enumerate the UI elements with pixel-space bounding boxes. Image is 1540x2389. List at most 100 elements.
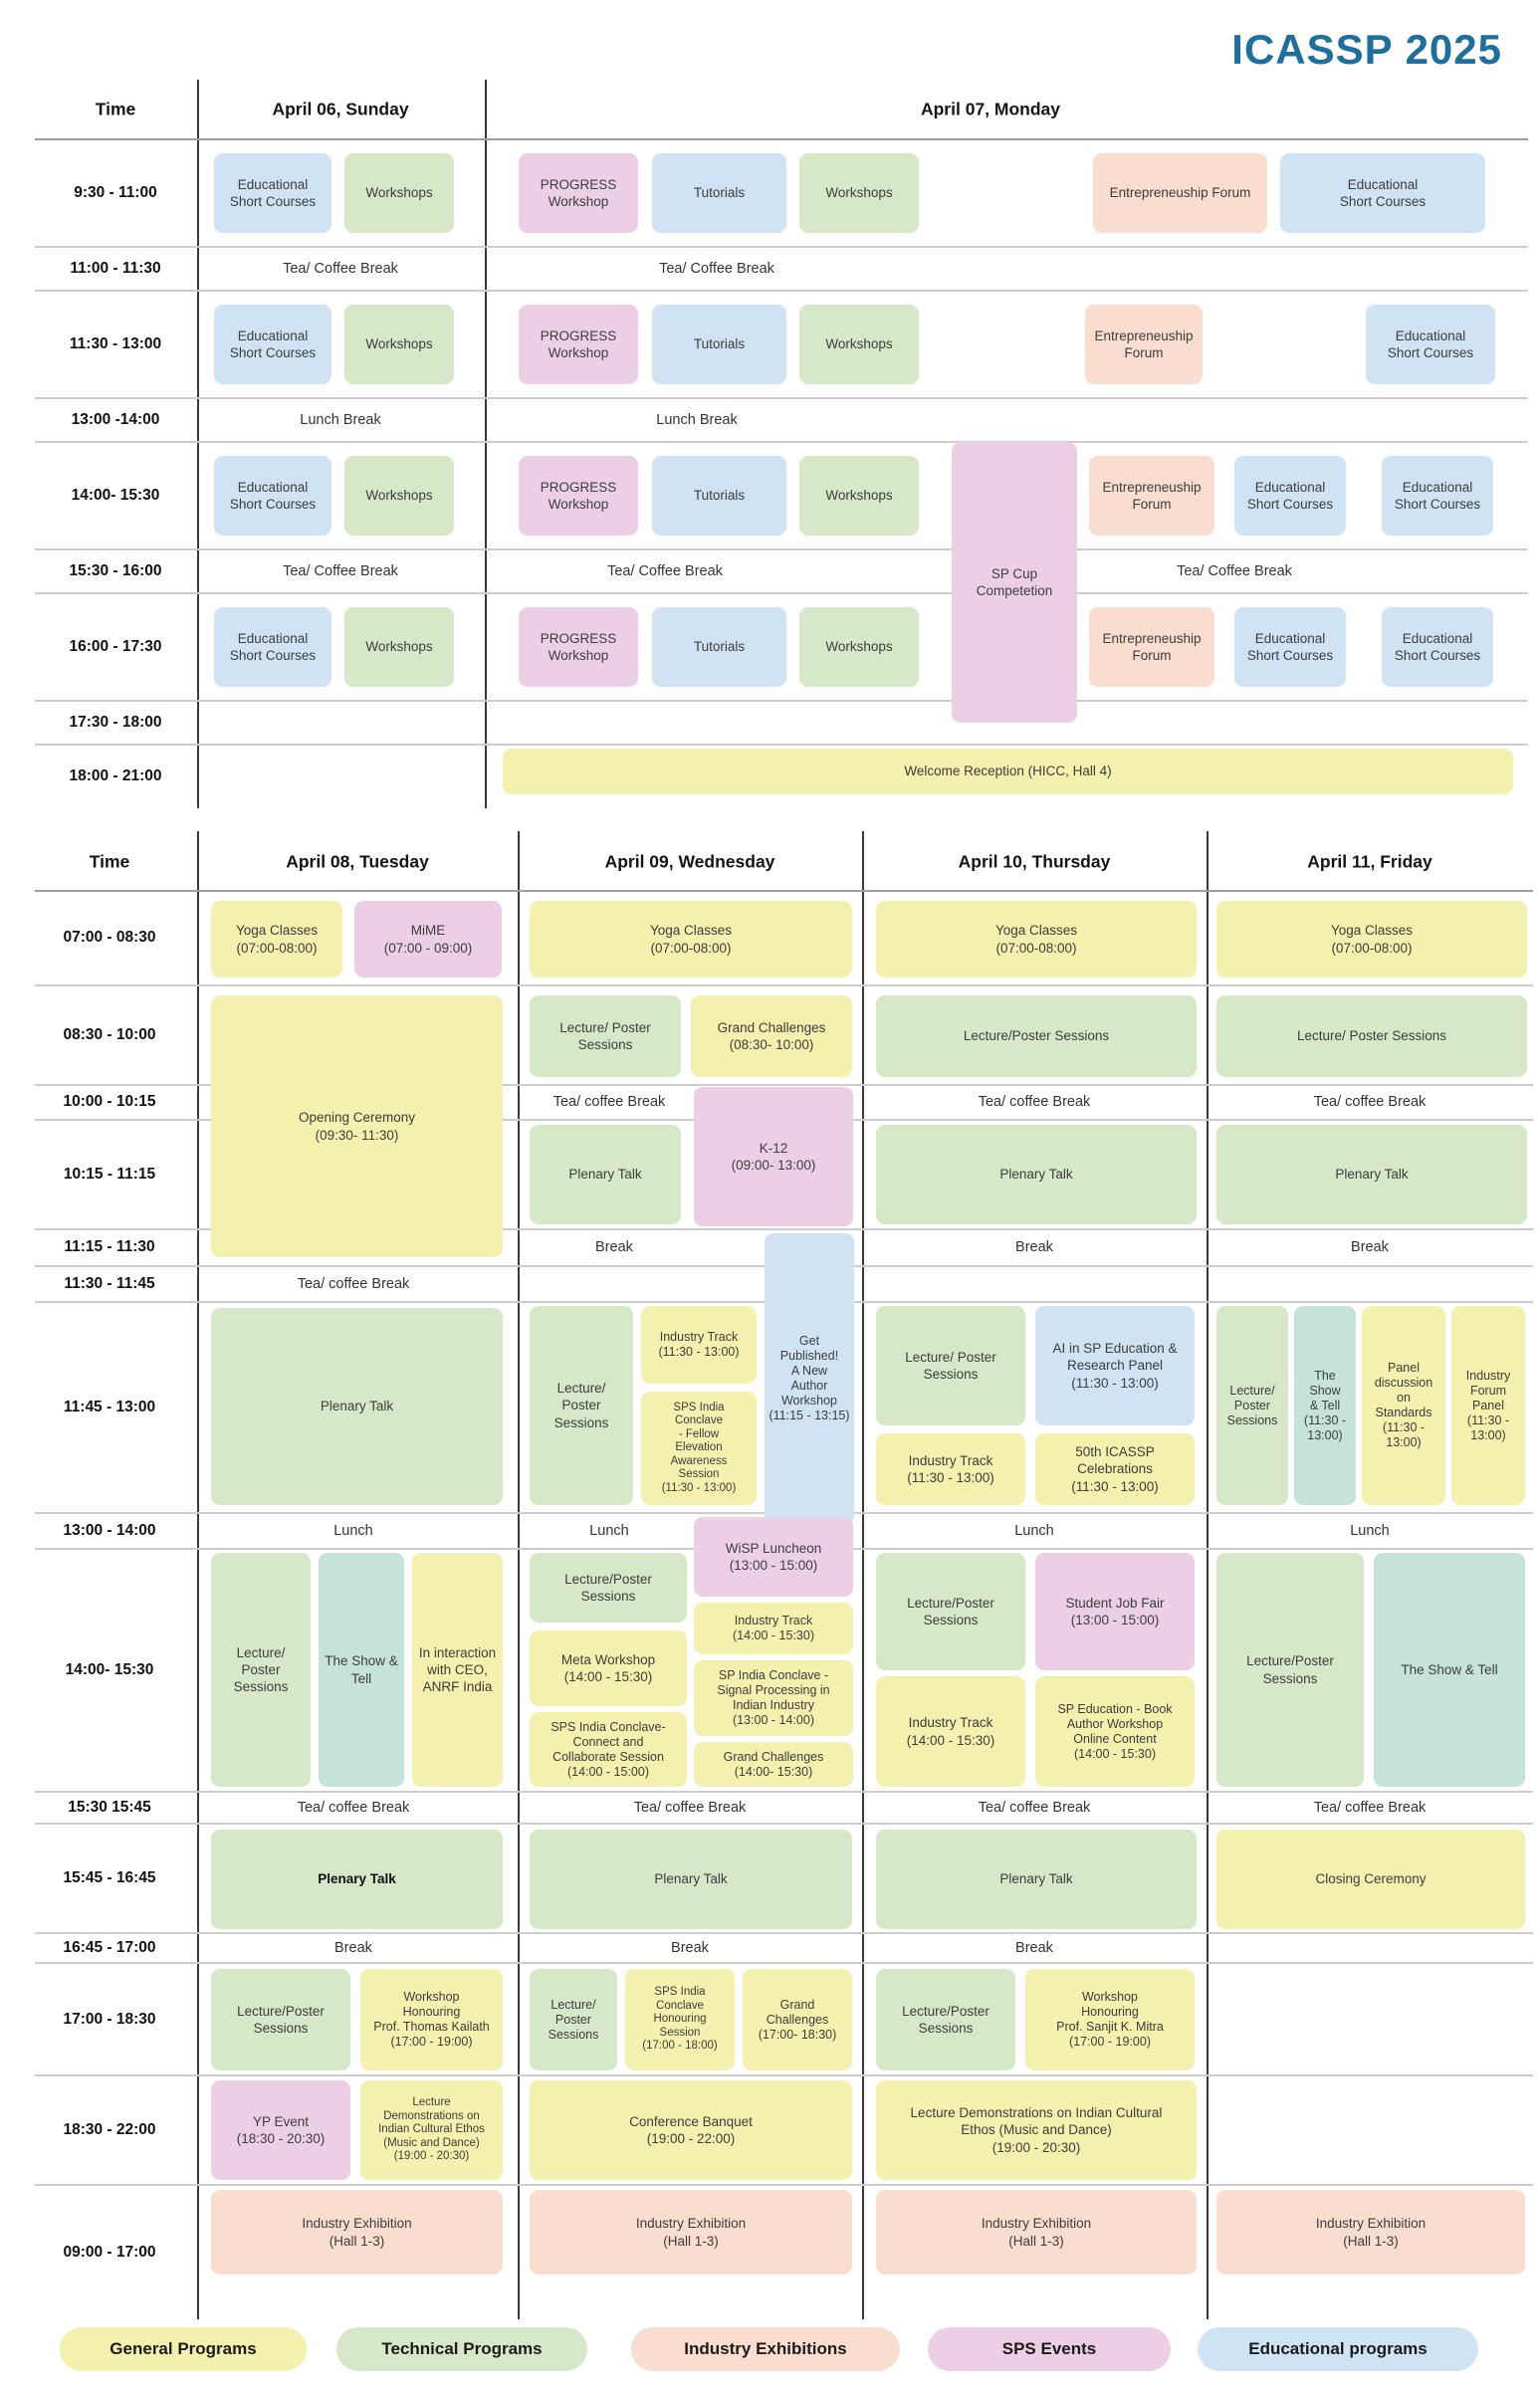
column-divider	[485, 80, 487, 808]
column-divider	[1207, 831, 1209, 2319]
cell-fri-plenary-talk: Plenary Talk	[1216, 1125, 1527, 1224]
cell-mon-progress-workshop: PROGRESS Workshop	[519, 456, 638, 536]
t1-time-r6: 15:30 - 16:00	[69, 562, 162, 579]
row-divider	[35, 2184, 1533, 2186]
t2-time-r14: 18:30 - 22:00	[63, 2121, 156, 2138]
cell-sun-workshops: Workshops	[344, 305, 454, 384]
cell-wed-sps-connect-collaborate: SPS India Conclave- Connect and Collabor…	[530, 1712, 687, 1787]
t2-thu-lunch: Lunch	[1014, 1523, 1054, 1539]
cell-wed-sps-honouring-session: SPS India Conclave Honouring Session (17…	[625, 1969, 735, 2070]
cell-mon-entrepreneurship-forum: Entrepreneuship Forum	[1085, 305, 1203, 384]
cell-wed-meta-workshop: Meta Workshop (14:00 - 15:30)	[530, 1630, 687, 1706]
t2-time-r4: 10:15 - 11:15	[63, 1166, 156, 1183]
t2-tue-tea-break: Tea/ coffee Break	[297, 1800, 410, 1816]
cell-sun-workshops: Workshops	[344, 456, 454, 536]
cell-mon-workshops: Workshops	[799, 305, 919, 384]
cell-thu-plenary-talk: Plenary Talk	[876, 1830, 1197, 1929]
cell-wed-lecture-poster: Lecture/Poster Sessions	[530, 1553, 687, 1623]
t2-time-r8: 13:00 - 14:00	[63, 1522, 156, 1539]
cell-tue-lecture-demonstrations: Lecture Demonstrations on Indian Cultura…	[360, 2080, 503, 2180]
column-divider	[862, 831, 864, 2319]
t2-fri-tea-break: Tea/ coffee Break	[1313, 1800, 1427, 1816]
t2-thu-tea-break: Tea/ coffee Break	[978, 1094, 1091, 1110]
row-divider	[35, 1823, 1533, 1825]
t2-thu-break: Break	[1015, 1239, 1053, 1255]
cell-wed-lecture-poster: Lecture/ Poster Sessions	[530, 1969, 617, 2070]
t2-tue-tea-break: Tea/ coffee Break	[297, 1276, 410, 1292]
row-divider	[35, 700, 1528, 702]
row-divider	[35, 138, 1528, 140]
t2-tue-lunch: Lunch	[333, 1523, 373, 1539]
column-divider	[197, 831, 199, 2319]
cell-tue-lecture-poster: Lecture/ Poster Sessions	[211, 1553, 311, 1787]
cell-thu-lecture-poster: Lecture/ Poster Sessions	[876, 1306, 1025, 1425]
cell-wed-plenary-talk: Plenary Talk	[530, 1830, 852, 1929]
row-divider	[35, 592, 1528, 594]
t2-time-r11: 15:45 - 16:45	[63, 1869, 156, 1886]
cell-mon-edu-courses: Educational Short Courses	[1234, 607, 1346, 687]
t2-time-r3: 10:00 - 10:15	[63, 1093, 156, 1110]
cell-tue-industry-exhibition: Industry Exhibition (Hall 1-3)	[211, 2190, 503, 2275]
t1-mon-lunch-break: Lunch Break	[656, 412, 738, 428]
cell-mon-tutorials: Tutorials	[652, 456, 786, 536]
t2-time-r6: 11:30 - 11:45	[64, 1275, 155, 1292]
t2-header-tuesday: April 08, Tuesday	[286, 851, 429, 872]
t2-tue-break: Break	[334, 1940, 372, 1956]
cell-fri-yoga: Yoga Classes (07:00-08:00)	[1216, 901, 1527, 977]
cell-thu-workshop-mitra: Workshop Honouring Prof. Sanjit K. Mitra…	[1025, 1969, 1195, 2070]
row-divider	[35, 2074, 1533, 2076]
cell-thu-lecture-poster: Lecture/Poster Sessions	[876, 1553, 1025, 1670]
cell-wed-get-published-workshop: Get Published! A New Author Workshop (11…	[765, 1233, 854, 1524]
cell-thu-sp-education-book-workshop: SP Education - Book Author Workshop Onli…	[1035, 1676, 1195, 1787]
cell-fri-lecture-poster: Lecture/ Poster Sessions	[1216, 1306, 1288, 1505]
row-divider	[35, 1228, 1533, 1230]
cell-tue-lecture-poster: Lecture/Poster Sessions	[211, 1969, 350, 2070]
row-divider	[35, 1084, 1533, 1086]
t1-time-r7: 16:00 - 17:30	[69, 638, 162, 655]
cell-mon-tutorials: Tutorials	[652, 305, 786, 384]
cell-mon-entrepreneurship-forum: Entrepreneuship Forum	[1093, 153, 1267, 233]
cell-thu-plenary-talk: Plenary Talk	[876, 1125, 1197, 1224]
row-divider	[35, 548, 1528, 550]
t2-header-friday: April 11, Friday	[1307, 851, 1432, 872]
t1-time-r2: 11:00 - 11:30	[70, 260, 161, 277]
cell-fri-lecture-poster: Lecture/ Poster Sessions	[1216, 995, 1527, 1077]
cell-wed-conference-banquet: Conference Banquet (19:00 - 22:00)	[530, 2080, 852, 2180]
t2-header-time: Time	[89, 851, 130, 872]
t1-time-r5: 14:00- 15:30	[71, 487, 160, 504]
cell-mon-tutorials: Tutorials	[652, 607, 786, 687]
cell-wed-industry-track: Industry Track (11:30 - 13:00)	[641, 1306, 757, 1384]
t2-time-r12: 16:45 - 17:00	[63, 1939, 156, 1956]
cell-thu-lecture-poster: Lecture/Poster Sessions	[876, 1969, 1015, 2070]
cell-tue-yoga: Yoga Classes (07:00-08:00)	[211, 901, 342, 977]
cell-fri-lecture-poster: Lecture/Poster Sessions	[1216, 1553, 1364, 1787]
cell-tue-yp-event: YP Event (18:30 - 20:30)	[211, 2080, 350, 2180]
t2-time-r13: 17:00 - 18:30	[63, 2011, 156, 2028]
t2-fri-break: Break	[1351, 1239, 1389, 1255]
cell-tue-mime: MiME (07:00 - 09:00)	[354, 901, 502, 977]
icassp-2025-logo: ICASSP 2025	[1231, 26, 1502, 73]
t1-mon-tea-break-left: Tea/ Coffee Break	[607, 563, 723, 579]
cell-wed-grand-challenges: Grand Challenges (17:00- 18:30)	[743, 1969, 852, 2070]
t2-time-r5: 11:15 - 11:30	[64, 1238, 155, 1255]
cell-wed-plenary-talk: Plenary Talk	[530, 1125, 681, 1224]
cell-tue-plenary-talk: Plenary Talk	[211, 1308, 503, 1505]
t2-fri-lunch: Lunch	[1350, 1523, 1390, 1539]
t1-time-r9: 18:00 - 21:00	[69, 767, 162, 784]
cell-fri-industry-forum-panel: Industry Forum Panel (11:30 - 13:00)	[1451, 1306, 1525, 1505]
cell-thu-lecture-demonstrations: Lecture Demonstrations on Indian Cultura…	[876, 2080, 1197, 2180]
t1-time-r3: 11:30 - 13:00	[69, 335, 162, 352]
cell-wed-wisp-luncheon: WiSP Luncheon (13:00 - 15:00)	[694, 1517, 853, 1597]
cell-thu-ai-sp-education-panel: AI in SP Education & Research Panel (11:…	[1035, 1306, 1195, 1425]
cell-fri-panel-discussion-standards: Panel discussion on Standards (11:30 - 1…	[1362, 1306, 1445, 1505]
cell-wed-k12: K-12 (09:00- 13:00)	[694, 1087, 853, 1226]
cell-mon-workshops: Workshops	[799, 153, 919, 233]
cell-fri-industry-exhibition: Industry Exhibition (Hall 1-3)	[1216, 2190, 1525, 2275]
t2-thu-break: Break	[1015, 1940, 1053, 1956]
legend-educational-programs: Educational programs	[1198, 2327, 1478, 2371]
t1-sun-lunch-break: Lunch Break	[300, 412, 381, 428]
t2-wed-break: Break	[671, 1940, 709, 1956]
cell-sun-edu-courses: Educational Short Courses	[214, 607, 331, 687]
row-divider	[35, 1962, 1533, 1964]
